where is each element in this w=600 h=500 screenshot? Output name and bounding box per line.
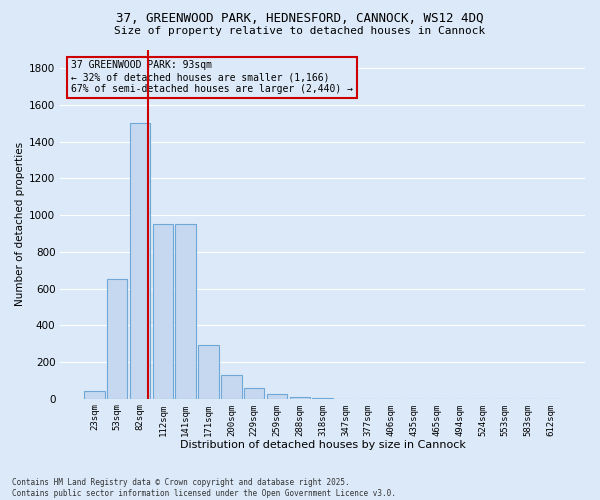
X-axis label: Distribution of detached houses by size in Cannock: Distribution of detached houses by size … (180, 440, 466, 450)
Text: Size of property relative to detached houses in Cannock: Size of property relative to detached ho… (115, 26, 485, 36)
Bar (267, 394, 287, 398)
Bar (84, 392, 104, 398)
Bar (175, 224, 196, 398)
Text: Contains HM Land Registry data © Crown copyright and database right 2025.
Contai: Contains HM Land Registry data © Crown c… (12, 478, 396, 498)
Bar (198, 344, 219, 399)
Bar (152, 224, 173, 398)
Bar (221, 375, 242, 398)
Bar (130, 124, 151, 398)
Bar (290, 397, 310, 398)
Text: 37, GREENWOOD PARK, HEDNESFORD, CANNOCK, WS12 4DQ: 37, GREENWOOD PARK, HEDNESFORD, CANNOCK,… (116, 12, 484, 26)
Bar (107, 280, 127, 398)
Bar (244, 388, 265, 398)
Y-axis label: Number of detached properties: Number of detached properties (15, 142, 25, 306)
Text: 37 GREENWOOD PARK: 93sqm
← 32% of detached houses are smaller (1,166)
67% of sem: 37 GREENWOOD PARK: 93sqm ← 32% of detach… (71, 60, 353, 94)
